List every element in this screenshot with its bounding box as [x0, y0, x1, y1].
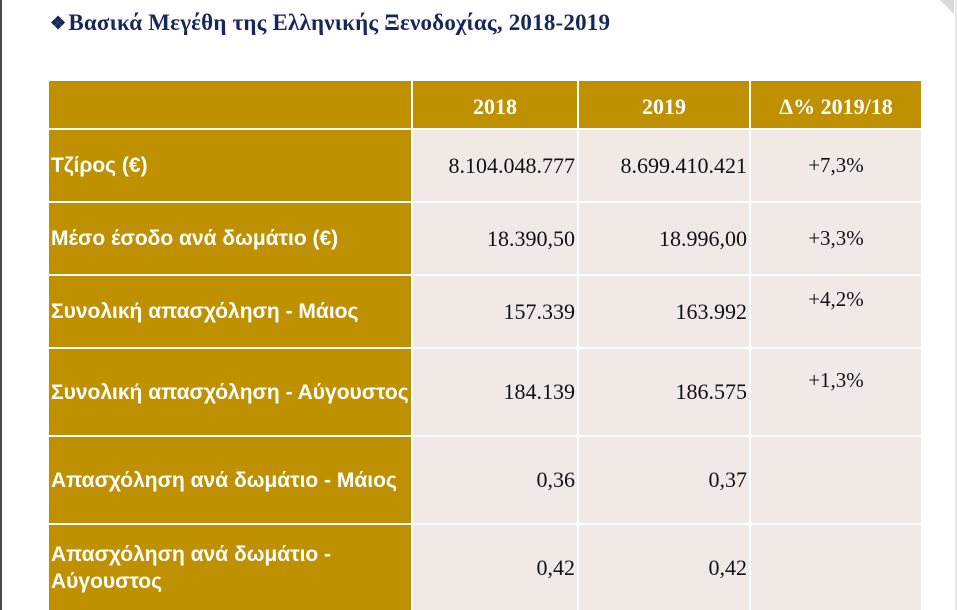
value-change: +1,3% [808, 367, 864, 392]
value-2018: 0,42 [411, 523, 579, 610]
value-2019: 0,42 [577, 523, 751, 610]
hotel-figures-table: 2018 2019 Δ% 2019/18 Τζίρος (€) 8.104.04… [47, 79, 923, 610]
value-change-cell: +4,2% [749, 274, 923, 349]
header-cell-2019: 2019 [577, 79, 751, 130]
table-row: Συνολική απασχόληση - Αύγουστος 184.139 … [47, 347, 923, 437]
row-label: Συνολική απασχόληση - Αύγουστος [47, 347, 413, 437]
left-border-line [0, 0, 2, 610]
value-change: +4,2% [808, 287, 864, 311]
value-2019: 8.699.410.421 [577, 128, 751, 203]
value-2018: 184.139 [411, 347, 579, 437]
row-label: Τζίρος (€) [47, 128, 413, 203]
row-label: Απασχόληση ανά δωμάτιο - Αύγουστος [47, 523, 413, 610]
table-row: Απασχόληση ανά δωμάτιο - Αύγουστος 0,42 … [47, 523, 923, 610]
slide-title: ❖Βασικά Μεγέθη της Ελληνικής Ξενοδοχίας,… [50, 10, 610, 36]
header-cell-change: Δ% 2019/18 [749, 79, 923, 130]
table-header-row: 2018 2019 Δ% 2019/18 [47, 79, 923, 130]
diamond-bullet-icon: ❖ [50, 13, 67, 33]
header-cell-2018: 2018 [411, 79, 579, 130]
value-change [749, 435, 923, 525]
value-2019: 163.992 [577, 274, 751, 349]
table-row: Τζίρος (€) 8.104.048.777 8.699.410.421 +… [47, 128, 923, 203]
row-label: Απασχόληση ανά δωμάτιο - Μάιος [47, 435, 413, 525]
table-row: Μέσο έσοδο ανά δωμάτιο (€) 18.390,50 18.… [47, 201, 923, 276]
value-2018: 157.339 [411, 274, 579, 349]
value-2018: 18.390,50 [411, 201, 579, 276]
value-change: +7,3% [749, 128, 923, 203]
value-change: +3,3% [749, 201, 923, 276]
header-cell-empty [47, 79, 413, 130]
table-row: Απασχόληση ανά δωμάτιο - Μάιος 0,36 0,37 [47, 435, 923, 525]
value-change [749, 523, 923, 610]
corner-tab-icon [940, 0, 954, 14]
value-2019: 18.996,00 [577, 201, 751, 276]
value-2019: 186.575 [577, 347, 751, 437]
row-label: Συνολική απασχόληση - Μάιος [47, 274, 413, 349]
row-label: Μέσο έσοδο ανά δωμάτιο (€) [47, 201, 413, 276]
value-2018: 0,36 [411, 435, 579, 525]
table-row: Συνολική απασχόληση - Μάιος 157.339 163.… [47, 274, 923, 349]
right-border-line [955, 0, 957, 610]
value-2018: 8.104.048.777 [411, 128, 579, 203]
value-2019: 0,37 [577, 435, 751, 525]
slide-title-text: Βασικά Μεγέθη της Ελληνικής Ξενοδοχίας, … [68, 10, 611, 35]
value-change-cell: +1,3% [749, 347, 923, 437]
